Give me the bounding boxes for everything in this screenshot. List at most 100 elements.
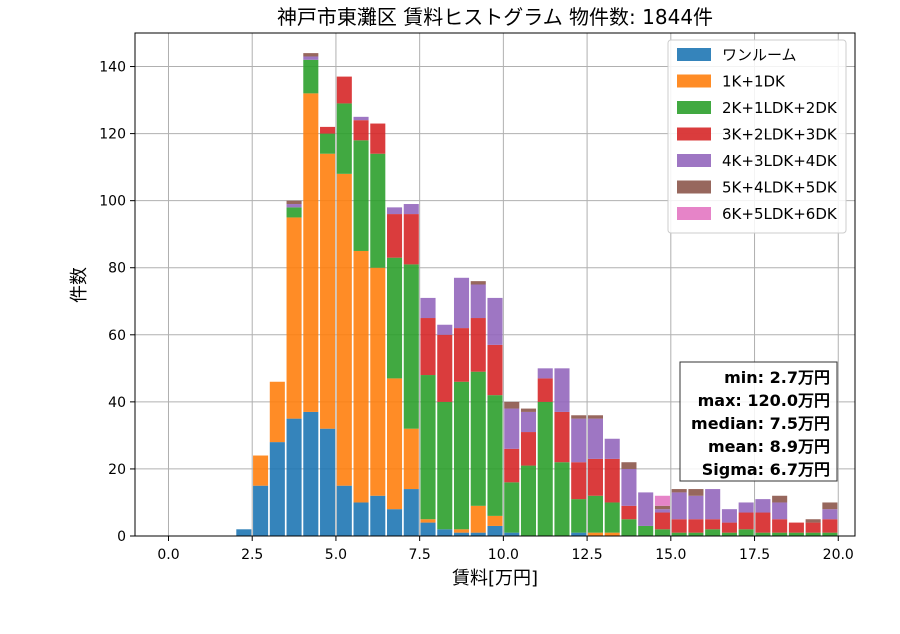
bar-segment (453, 381, 470, 530)
bar-segment (571, 462, 587, 500)
bar-segment (504, 408, 520, 449)
bar-segment (303, 53, 319, 57)
bar-segment (236, 529, 252, 536)
legend: ワンルーム 1K+1DK 2K+1LDK+2DK 3K+2LDK+3DK 4K+3LDK… (667, 39, 847, 234)
bar-segment (453, 532, 470, 536)
bar-segment (671, 492, 687, 520)
bar-segment (587, 495, 603, 533)
bar-segment (320, 153, 336, 429)
legend-swatch (677, 127, 711, 141)
bar-segment (286, 200, 302, 205)
bar-segment (403, 428, 419, 490)
bar-segment (370, 153, 386, 268)
bar-segment (370, 123, 386, 154)
bar-segment (504, 482, 520, 533)
bar-segment (654, 495, 670, 506)
stats-min: min: 2.7万円 (724, 368, 830, 387)
bar-segment (621, 505, 637, 520)
bar-segment (453, 529, 470, 533)
y-axis-ticks: 0 20 40 60 80 100 120 140 (99, 60, 135, 545)
bar-segment (303, 59, 319, 94)
stats-sigma: Sigma: 6.7万円 (702, 460, 830, 479)
bar-segment (822, 502, 838, 510)
bar-segment (805, 522, 821, 533)
bar-segment (387, 207, 403, 215)
legend-label: 1K+1DK (722, 73, 786, 91)
bar-segment (420, 375, 436, 520)
bar-segment (253, 455, 269, 486)
bar-segment (772, 519, 788, 533)
bar-segment (755, 532, 771, 536)
bar-segment (621, 468, 637, 506)
bar-segment (621, 462, 637, 469)
bar-segment (470, 284, 486, 319)
bar-segment (420, 318, 436, 376)
bar-segment (688, 495, 704, 520)
x-axis-label: 賃料[万円] (452, 568, 538, 589)
bar-segment (755, 499, 771, 513)
bar-segment (303, 411, 319, 536)
bar-segment (403, 489, 419, 536)
bar-segment (353, 116, 369, 121)
bar-segment (470, 318, 486, 372)
bar-segment (688, 519, 704, 533)
bar-segment (387, 509, 403, 536)
x-tick-label: 20.0 (823, 547, 854, 563)
bar-segment (705, 489, 721, 520)
bar-segment (688, 489, 704, 496)
bar-segment (604, 502, 620, 533)
bar-segment (286, 217, 302, 419)
stats-box: min: 2.7万円 max: 120.0万円 median: 7.5万円 me… (679, 361, 838, 482)
legend-label: 4K+3LDK+4DK (722, 152, 838, 170)
bar-segment (437, 324, 453, 335)
chart-title: 神戸市東灘区 賃料ヒストグラム 物件数: 1844件 (277, 5, 713, 29)
bar-segment (604, 458, 620, 503)
bar-segment (370, 495, 386, 536)
x-tick-label: 7.5 (409, 547, 431, 563)
bar-segment (772, 502, 788, 520)
bar-segment (303, 93, 319, 412)
bar-segment (437, 529, 453, 536)
x-tick-label: 15.0 (655, 547, 686, 563)
y-tick-label: 100 (99, 194, 126, 210)
bar-segment (470, 281, 486, 285)
bar-segment (353, 120, 369, 141)
bar-segment (487, 344, 503, 396)
bar-segment (587, 532, 603, 536)
y-tick-label: 20 (108, 462, 126, 478)
bar-segment (403, 264, 419, 429)
bar-segment (688, 532, 704, 536)
bar-segment (420, 522, 436, 536)
x-axis-ticks: 0.0 2.5 5.0 7.5 10.0 12.5 15.0 17.5 20.0 (157, 536, 854, 563)
bar-segment (822, 532, 838, 536)
legend-frame (667, 39, 847, 234)
bar-segment (453, 277, 470, 329)
y-axis-label: 件数 (69, 267, 90, 303)
bar-segment (387, 257, 403, 379)
bar-segment (353, 250, 369, 503)
y-tick-label: 0 (117, 529, 126, 545)
bar-segment (554, 368, 570, 412)
bar-segment (721, 522, 737, 533)
bar-segment (470, 532, 486, 536)
y-tick-label: 140 (99, 60, 126, 76)
stats-max: max: 120.0万円 (698, 391, 830, 410)
bar-segment (336, 76, 352, 104)
bar-segment (654, 505, 670, 510)
bar-segment (755, 512, 771, 533)
bar-segment (420, 297, 436, 319)
legend-label: 2K+1LDK+2DK (722, 99, 838, 117)
bar-segment (738, 529, 754, 536)
bar-segment (638, 525, 654, 536)
bar-segment (554, 462, 570, 536)
bar-segment (286, 207, 302, 218)
bar-segment (387, 378, 403, 510)
bar-segment (487, 525, 503, 536)
legend-swatch (677, 48, 711, 61)
bar-segment (654, 512, 670, 530)
bar-segment (470, 371, 486, 506)
bar-segment (604, 438, 620, 459)
bar-segment (638, 492, 654, 526)
legend-swatch (677, 74, 711, 88)
bar-segment (336, 485, 352, 536)
